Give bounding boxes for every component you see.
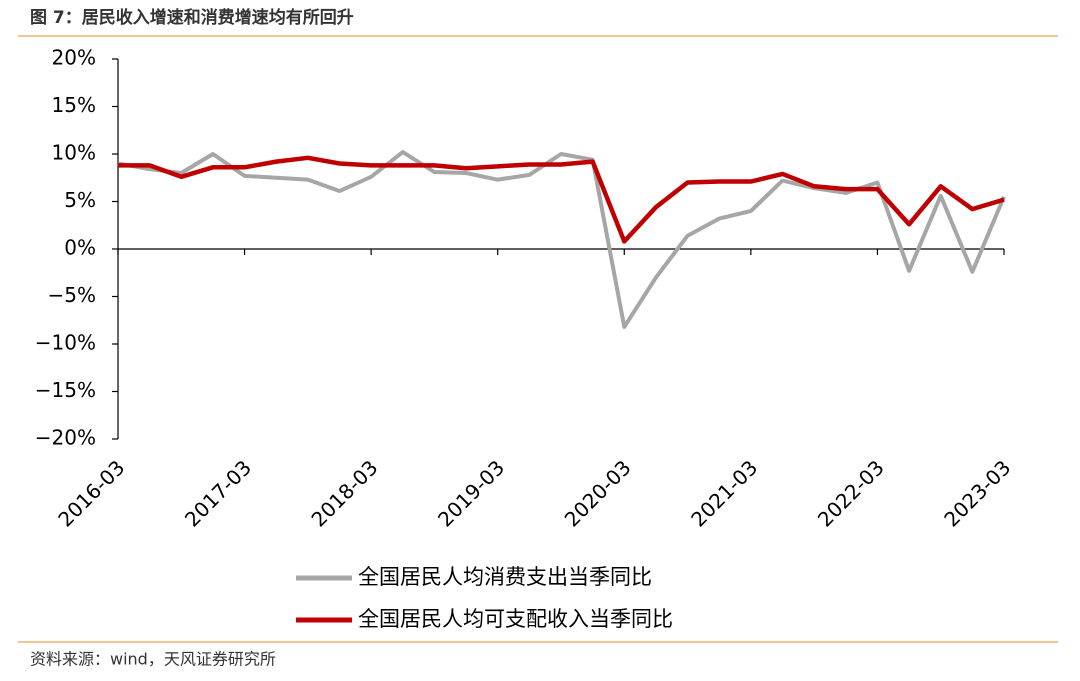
x-tick-label: 2022-03 [813,455,889,531]
y-tick-label: 20% [52,46,96,70]
x-tick-label: 2020-03 [560,455,636,531]
series-line [118,155,1005,244]
y-tick-label: −15% [35,378,96,402]
source: 资料来源：wind，天风证券研究所 [30,650,276,669]
x-tick-label: 2021-03 [686,455,762,531]
y-tick-label: 5% [64,188,96,212]
series-line [117,150,1006,329]
x-tick-label: 2019-03 [433,455,509,531]
x-tick-label: 2023-03 [939,455,1015,531]
x-tick-label: 2017-03 [180,455,256,531]
x-tick-label: 2016-03 [53,455,129,531]
legend-label: 全国居民人均消费支出当季同比 [358,565,652,589]
y-tick-label: −10% [35,331,96,355]
y-tick-label: 10% [52,141,96,165]
y-tick-label: 15% [52,93,96,117]
chart-title: 图 7：居民收入增速和消费增速均有所回升 [30,7,354,28]
legend-label: 全国居民人均可支配收入当季同比 [358,607,673,631]
y-tick-label: −20% [35,426,96,450]
y-tick-label: 0% [64,236,96,260]
x-tick-label: 2018-03 [306,455,382,531]
y-tick-label: −5% [48,283,97,307]
